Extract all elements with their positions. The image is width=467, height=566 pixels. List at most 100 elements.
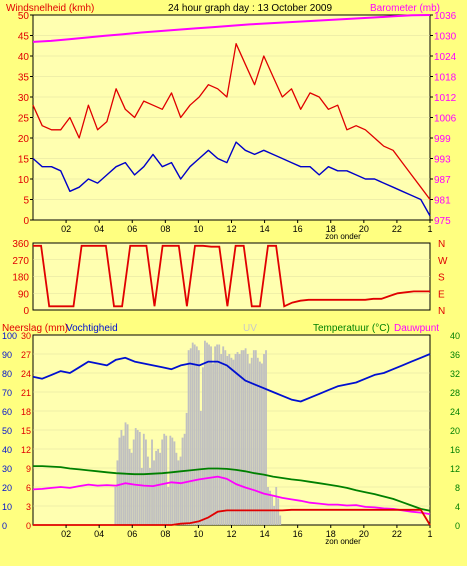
barometer-y-tick-label: 1024 [434, 52, 457, 63]
wind-y-tick-label: 15 [18, 155, 30, 166]
x-tick-label: 04 [94, 224, 104, 234]
x-tick-label: 02 [61, 529, 71, 539]
humidity-y-tick-label: 60 [2, 407, 12, 417]
rain-y-tick-label: 15 [21, 426, 31, 436]
direction-y-tick-label: 360 [12, 239, 29, 250]
temperature-y-tick-label: 8 [455, 483, 460, 493]
barometer-line [32, 14, 431, 43]
uv-bar [191, 342, 194, 525]
uv-bar [254, 350, 257, 525]
uv-bar [153, 460, 155, 525]
temperature-ylabel: Temperatuur (°C) [313, 323, 390, 334]
temperature-y-tick-label: 12 [450, 464, 460, 474]
uv-bar [134, 428, 137, 525]
uv-bar [224, 350, 227, 525]
uv-bar [128, 449, 131, 525]
temperature-y-tick-label: 0 [455, 521, 460, 531]
rain-humidity-temp-panel: 1009080706050403020100302724211815129630… [2, 331, 460, 546]
uv-bar [151, 439, 153, 525]
direction-y-tick-label: 270 [12, 256, 29, 267]
wind-y-tick-label: 45 [18, 32, 30, 43]
direction-y-tick-label: 90 [18, 289, 30, 300]
uv-bar [181, 437, 184, 525]
wind-y-tick-label: 50 [18, 11, 30, 22]
uv-bar [256, 357, 259, 525]
temperature-y-tick-label: 40 [450, 331, 460, 341]
uv-bar [232, 359, 235, 525]
barometer-y-tick-label: 1018 [434, 73, 457, 84]
uv-bar [263, 354, 265, 525]
compass-label: N [438, 306, 445, 317]
uv-bar [114, 487, 117, 525]
x-tick-label: 06 [127, 529, 137, 539]
uv-bar [120, 430, 123, 525]
humidity-y-tick-label: 50 [2, 426, 12, 436]
uv-bar [220, 354, 223, 525]
temperature-y-tick-label: 16 [450, 445, 460, 455]
uv-bar [136, 430, 139, 525]
uv-bar [248, 363, 251, 525]
barometer-y-tick-label: 999 [434, 134, 451, 145]
uv-bar [187, 350, 190, 525]
rain-ylabel: Neerslag (mm) [2, 323, 68, 334]
uv-bar [238, 354, 241, 525]
wind-y-tick-label: 5 [23, 196, 29, 207]
uv-bar [273, 506, 276, 525]
temperature-y-tick-label: 20 [450, 426, 460, 436]
uv-bar [132, 439, 135, 525]
uv-bar [157, 449, 160, 525]
x-tick-label: 06 [127, 224, 137, 234]
rain-y-tick-label: 18 [21, 407, 31, 417]
uv-bar [202, 367, 204, 525]
compass-label: S [438, 273, 445, 284]
barometer-ylabel: Barometer (mb) [370, 3, 440, 14]
uv-bar [130, 452, 133, 525]
uv-bar [277, 498, 280, 525]
uv-bar [193, 344, 196, 525]
barometer-y-tick-label: 1006 [434, 114, 457, 125]
rain-y-tick-label: 27 [21, 350, 31, 360]
compass-label: E [438, 289, 445, 300]
sunset-annotation: zon onder [325, 537, 361, 546]
x-tick-label: 20 [359, 529, 369, 539]
wind-direction-line [33, 244, 430, 308]
barometer-y-tick-label: 975 [434, 216, 451, 227]
compass-label: N [438, 239, 445, 250]
uv-bar [185, 412, 188, 525]
direction-y-tick-label: 180 [12, 273, 29, 284]
direction-y-tick-label: 0 [23, 306, 29, 317]
uv-bar [208, 344, 210, 525]
compass-label: W [438, 256, 448, 267]
uv-bar [175, 452, 178, 525]
uv-bar [163, 433, 166, 525]
uv-bar [275, 487, 278, 525]
temperature-y-tick-label: 28 [450, 388, 460, 398]
uv-bar [246, 354, 249, 525]
wind-ylabel: Windsnelheid (kmh) [6, 3, 94, 14]
temperature-y-tick-label: 24 [450, 407, 460, 417]
humidity-ylabel: Vochtigheid [66, 323, 118, 334]
x-tick-label: 10 [193, 529, 203, 539]
uv-bar [159, 452, 162, 525]
rain-y-tick-label: 12 [21, 445, 31, 455]
uv-bar [195, 346, 198, 525]
temperature-y-tick-label: 32 [450, 369, 460, 379]
temperature-y-tick-label: 4 [455, 502, 460, 512]
uv-bar [179, 456, 182, 525]
humidity-y-tick-label: 40 [2, 445, 12, 455]
uv-bar [244, 348, 247, 525]
wind-y-tick-label: 25 [18, 114, 30, 125]
humidity-line [32, 353, 431, 403]
rain-y-tick-label: 6 [26, 483, 31, 493]
rain-y-tick-label: 9 [26, 464, 31, 474]
uv-bar [183, 433, 186, 525]
x-tick-label: 12 [226, 224, 236, 234]
barometer-y-tick-label: 1030 [434, 32, 457, 43]
x-tick-label: 04 [94, 529, 104, 539]
uv-bar [210, 346, 212, 525]
uv-bar [261, 363, 263, 525]
dewpoint-ylabel: Dauwpunt [394, 323, 439, 334]
uv-bar [234, 354, 237, 525]
x-tick-label: 16 [293, 224, 303, 234]
